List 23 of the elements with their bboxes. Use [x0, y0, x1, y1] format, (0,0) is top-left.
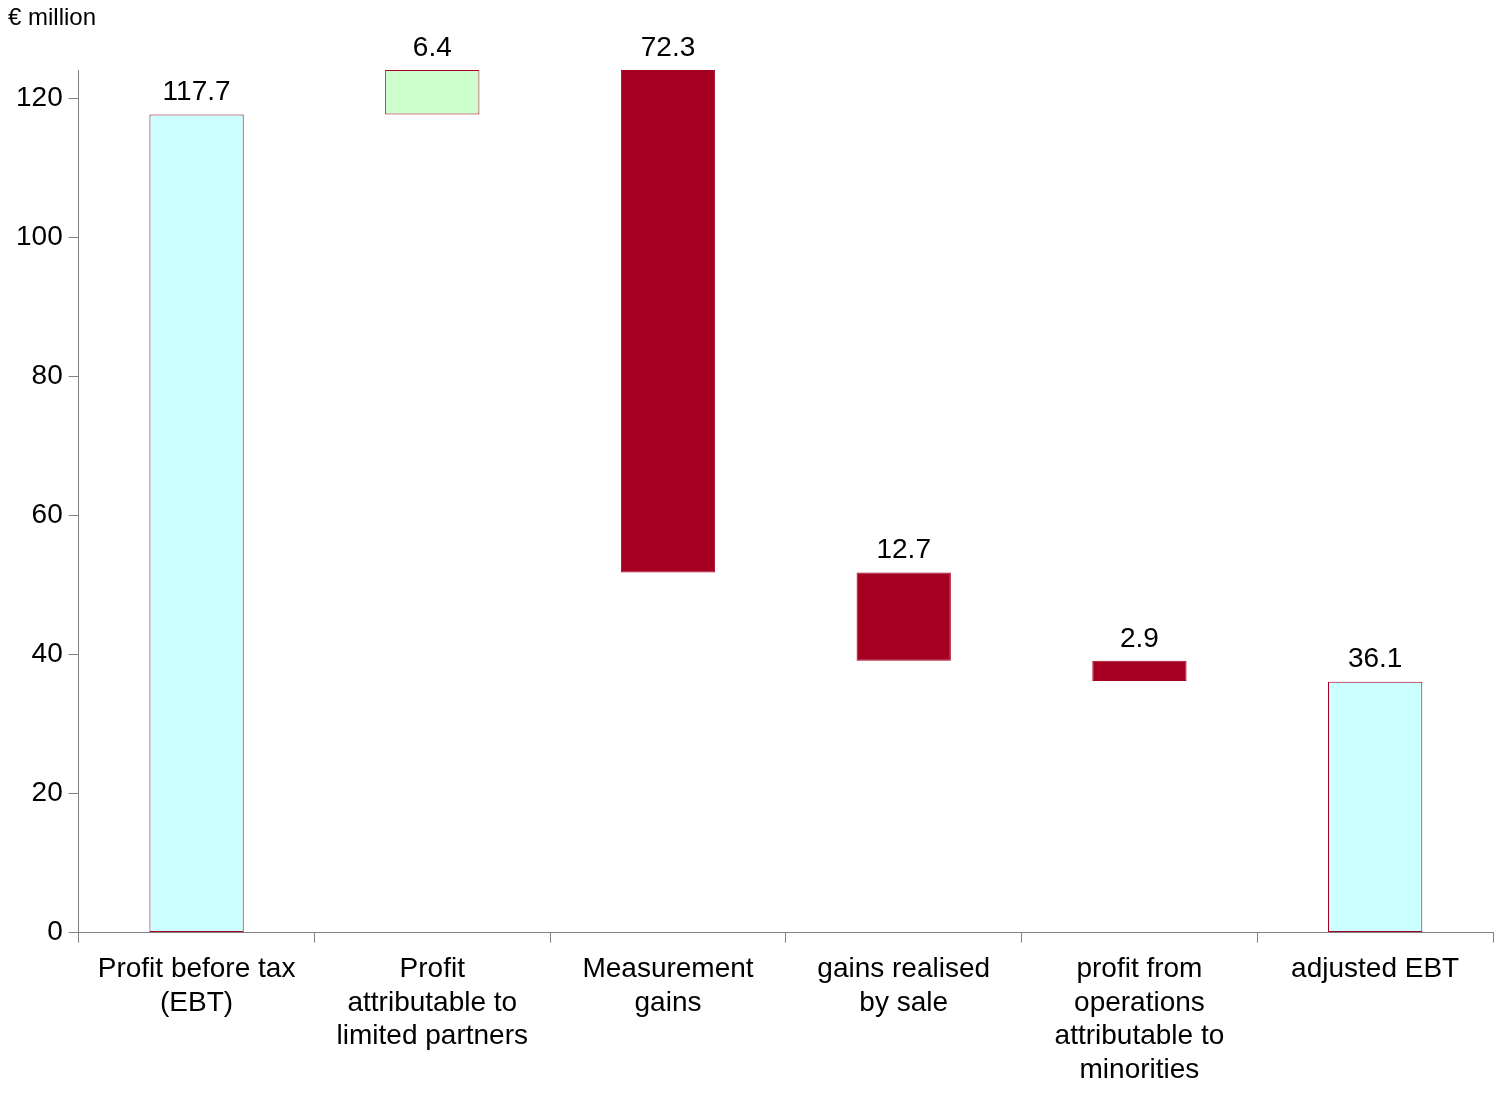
x-tick-label: profit from operations attributable to minorities — [1054, 952, 1225, 1084]
y-tick-label: 120 — [16, 81, 63, 113]
x-tick-label: gains realised by sale — [817, 952, 991, 1017]
x-tick-label: adjusted EBT — [1291, 952, 1460, 984]
x-tick-label: Measurement gains — [582, 952, 754, 1017]
y-tick-label: 0 — [47, 915, 63, 947]
bar — [856, 572, 951, 661]
x-tick-label: Profit attributable to limited partners — [336, 952, 528, 1051]
y-tick-label: 60 — [31, 498, 63, 530]
bar — [620, 70, 716, 573]
data-label: 12.7 — [876, 533, 931, 565]
y-tick-label: 40 — [31, 637, 63, 669]
data-label: 72.3 — [640, 30, 696, 62]
y-tick-label: 80 — [31, 359, 63, 391]
data-label: 2.9 — [1119, 621, 1159, 653]
data-label: 117.7 — [162, 75, 231, 107]
y-axis-title: € million — [8, 2, 97, 30]
data-label: 6.4 — [412, 30, 452, 62]
y-tick-label: 100 — [16, 220, 63, 252]
bar — [1092, 660, 1187, 681]
y-tick-label: 20 — [31, 776, 63, 808]
data-label: 36.1 — [1347, 642, 1403, 674]
x-tick-label: Profit before tax (EBT) — [97, 952, 296, 1017]
